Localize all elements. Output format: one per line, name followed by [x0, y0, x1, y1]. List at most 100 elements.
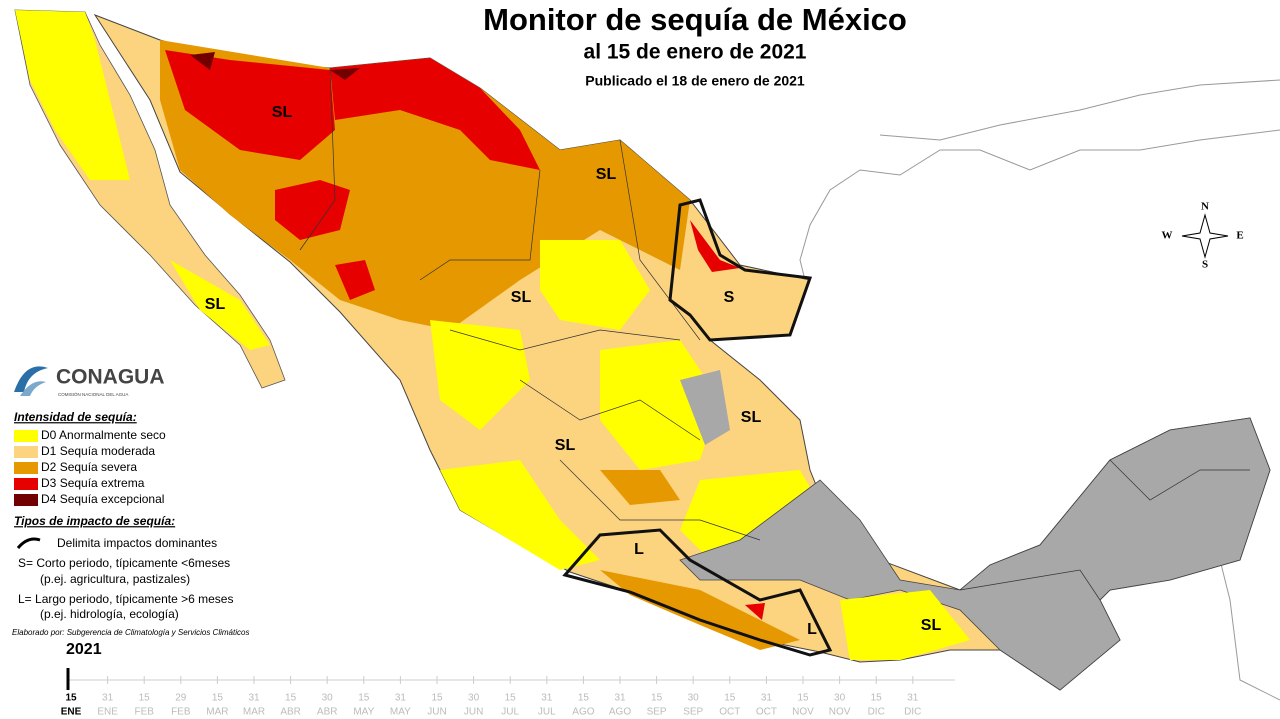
timeline-day: 15	[65, 693, 77, 704]
no-drought-huasteca	[680, 370, 730, 445]
compass-label: W	[1162, 230, 1173, 242]
timeline-day: 31	[907, 693, 919, 704]
legend-swatch	[14, 446, 38, 458]
timeline-month: ABR	[280, 707, 301, 718]
timeline-month: SEP	[647, 707, 667, 718]
guerrero-d2	[600, 570, 800, 650]
baja-d0	[15, 10, 130, 180]
chiapas-d0-top	[840, 590, 970, 660]
timeline-day: 15	[358, 693, 370, 704]
timeline-month: NOV	[792, 707, 814, 718]
map-label: SL	[511, 289, 532, 306]
map-label: SL	[205, 296, 226, 313]
legend-label: D2 Sequía severa	[41, 460, 137, 474]
timeline-day: 15	[871, 693, 883, 704]
published: Publicado el 18 de enero de 2021	[585, 73, 805, 89]
logo-mark	[14, 366, 48, 392]
bajio-d0	[600, 340, 720, 470]
sonora-d3-south	[275, 180, 350, 240]
timeline-day: 30	[688, 693, 700, 704]
logo-mark-2	[20, 381, 46, 396]
map-label: L	[807, 621, 817, 638]
timeline-day: 31	[248, 693, 260, 704]
timeline-day: 30	[468, 693, 480, 704]
map-label: SL	[921, 617, 942, 634]
timeline-day: 15	[285, 693, 297, 704]
impact-text: S= Corto periodo, típicamente <6meses	[18, 556, 230, 570]
center-d0	[540, 240, 650, 330]
impact-text: L= Largo periodo, típicamente >6 meses	[18, 592, 233, 606]
legend-label: D0 Anormalmente seco	[41, 428, 166, 442]
compass	[1181, 213, 1229, 259]
baja-d0-south	[170, 260, 270, 350]
legend-code: D4	[41, 492, 57, 506]
legend-swatch	[14, 478, 38, 490]
timeline-month: ENE	[97, 707, 118, 718]
subtitle: al 15 de enero de 2021	[584, 41, 807, 64]
timeline-month: JUN	[427, 707, 446, 718]
timeline-month: MAR	[243, 707, 265, 718]
no-drought-southeast	[679, 417, 1271, 691]
tamaulipas-d3	[690, 220, 740, 272]
compass-label: E	[1236, 230, 1243, 242]
timeline-day: 31	[395, 693, 407, 704]
timeline-day: 30	[322, 693, 334, 704]
timeline-month: NOV	[829, 707, 851, 718]
timeline-month: OCT	[719, 707, 740, 718]
legend-text: Sequía extrema	[60, 476, 145, 490]
timeline-month: JUN	[464, 707, 483, 718]
timeline-day: 31	[541, 693, 553, 704]
timeline-day: 31	[102, 693, 114, 704]
timeline-day: 15	[724, 693, 736, 704]
timeline-month: DIC	[904, 707, 921, 718]
timeline-day: 15	[431, 693, 443, 704]
legend-title: Intensidad de sequía:	[14, 410, 137, 424]
timeline-day: 15	[578, 693, 590, 704]
impact-outlines	[562, 198, 833, 657]
map-label: L	[634, 541, 644, 558]
logo-tagline: COMISIÓN NACIONAL DEL AGUA	[58, 391, 128, 397]
timeline-month: OCT	[756, 707, 777, 718]
michoacan-d2	[600, 470, 680, 505]
state-borders	[299, 67, 1250, 601]
timeline-month: ABR	[317, 707, 338, 718]
timeline-day: 31	[614, 693, 626, 704]
timeline-day: 31	[761, 693, 773, 704]
impact-text: (p.ej. agricultura, pastizales)	[40, 572, 190, 586]
impact-title: Tipos de impacto de sequía:	[14, 514, 175, 528]
legend-text: Sequía excepcional	[60, 492, 165, 506]
legend-text: Sequía severa	[60, 460, 138, 474]
timeline-month: DIC	[868, 707, 885, 718]
sonora-d3	[165, 50, 335, 160]
timeline-month: MAR	[206, 707, 228, 718]
map-label: SL	[741, 409, 762, 426]
map-label: SL	[272, 104, 293, 121]
impact-symbol	[16, 537, 41, 549]
legend-swatch	[14, 462, 38, 474]
legend-swatch	[14, 494, 38, 506]
timeline-day: 29	[175, 693, 187, 704]
legend-text: Sequía moderada	[60, 444, 156, 458]
west-d0	[430, 320, 530, 430]
legend-code: D1	[41, 444, 57, 458]
timeline-day: 15	[212, 693, 224, 704]
guerrero-d3	[745, 603, 765, 620]
timeline-month: AGO	[572, 707, 594, 718]
timeline-day: 15	[651, 693, 663, 704]
timeline-month: SEP	[683, 707, 703, 718]
timeline-day: 15	[139, 693, 151, 704]
title: Monitor de sequía de México	[483, 2, 907, 37]
jalisco-d0	[440, 460, 600, 570]
legend-swatch	[14, 430, 38, 442]
map-label: SL	[596, 166, 617, 183]
compass-label: N	[1201, 201, 1209, 213]
sonora-d4	[190, 52, 215, 70]
legend-label: D3 Sequía extrema	[41, 476, 145, 490]
timeline-day: 15	[797, 693, 809, 704]
timeline-month: AGO	[609, 707, 631, 718]
map-label: S	[724, 289, 735, 306]
timeline-month: JUL	[501, 707, 519, 718]
chihuahua-d4	[330, 68, 360, 80]
map-label: SL	[555, 437, 576, 454]
